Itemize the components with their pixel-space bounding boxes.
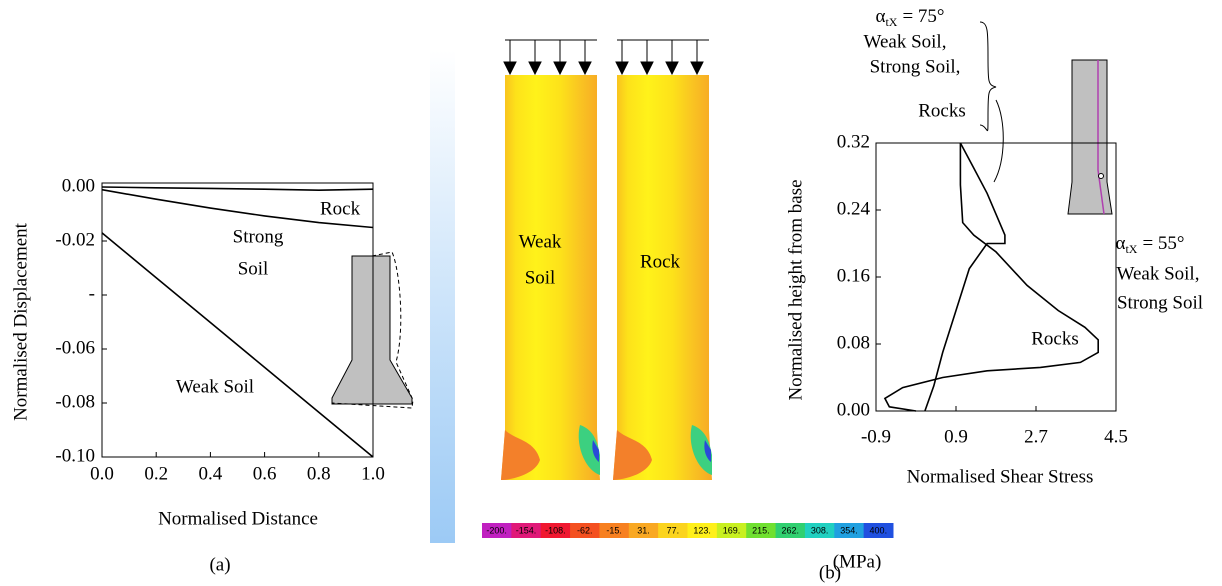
annotation-text: = 55° [1142, 233, 1184, 254]
colorbar-label: -108. [545, 525, 566, 535]
annotation: αtX = 55° [1115, 233, 1184, 255]
colorbar-label: -200. [486, 525, 507, 535]
x-axis-title: Normalised Distance [158, 508, 318, 529]
annotation: Rock [320, 198, 361, 219]
y-axis-title: Normalised height from base [785, 179, 806, 400]
colorbar-label: 262. [781, 525, 799, 535]
annotation: Strong [233, 226, 284, 247]
colorbar-label: -15. [606, 525, 622, 535]
contours [501, 40, 712, 480]
column-rock [613, 75, 712, 480]
colorbar-label: 308. [811, 525, 829, 535]
x-tick-label: -0.9 [861, 426, 891, 447]
y-tick-label: 0.32 [837, 131, 870, 152]
x-tick-label: 2.7 [1024, 426, 1048, 447]
colorbar-label: -154. [516, 525, 537, 535]
colorbar-unit: (MPa) [833, 551, 882, 572]
contour-label: Rock [640, 251, 681, 272]
y-tick-label: -0.06 [55, 337, 95, 358]
subscript: tX [1125, 242, 1137, 256]
colorbar-label: 215. [752, 525, 770, 535]
y-tick-label: - [89, 283, 95, 304]
contour-label: Weak [519, 231, 562, 252]
annotation: Rocks [918, 100, 966, 121]
x-tick-label: 1.0 [361, 463, 385, 484]
data-line [102, 187, 373, 190]
data-line [885, 143, 1098, 411]
x-tick-label: 0.0 [90, 463, 114, 484]
colorbar-label: 354. [840, 525, 858, 535]
figure: 0.00 -0.02 - -0.06 -0.08 -0.100.0 0.2 0.4 0.6 0.8… [0, 0, 1222, 586]
contour-label: Soil [525, 267, 556, 288]
caption: (a) [209, 554, 230, 575]
annotation: Soil [238, 258, 269, 279]
colorbar-label: 400. [870, 525, 888, 535]
x-tick-label: 0.9 [944, 426, 968, 447]
colorbar-label: 123. [693, 525, 711, 535]
colorbar-label: 169. [723, 525, 741, 535]
y-tick-label: 0.16 [837, 265, 870, 286]
x-tick-label: 0.8 [307, 463, 331, 484]
subscript: tX [885, 15, 897, 29]
annotation: Strong Soil, [870, 56, 961, 77]
x-axis-title: Normalised Shear Stress [907, 466, 1094, 487]
annotation: Weak Soil [176, 376, 254, 397]
colorbar-label: 31. [637, 525, 650, 535]
leader [994, 100, 1003, 182]
annotation: Weak Soil, [1117, 263, 1200, 284]
annotation: αtX = 75° [875, 6, 944, 28]
side-bar [430, 50, 455, 543]
y-tick-label: 0.00 [62, 175, 95, 196]
annotation: Strong Soil [1117, 292, 1203, 313]
y-axis-title: Normalised Displacement [10, 222, 31, 421]
y-tick-label: 0.24 [837, 198, 871, 219]
colorbar-label: -62. [577, 525, 593, 535]
arrows [504, 40, 709, 74]
inset-b [1068, 60, 1112, 214]
x-tick-label: 0.4 [199, 463, 223, 484]
brace [980, 22, 996, 131]
symbol: α [1115, 233, 1125, 254]
colorbar: -200. -154. -108. -62. -15. 31. 77. 123. 169. 215… [482, 523, 894, 538]
x-tick-label: 0.6 [253, 463, 277, 484]
colorbar-label: 77. [667, 525, 680, 535]
y-tick-label: -0.08 [55, 391, 95, 412]
x-tick-label: 0.2 [144, 463, 168, 484]
y-tick-label: 0.00 [837, 399, 870, 420]
annotation-text: = 75° [902, 6, 944, 27]
symbol: α [875, 6, 885, 27]
y-tick-label: 0.08 [837, 332, 870, 353]
annotation: Rocks [1031, 328, 1079, 349]
y-tick-label: -0.02 [55, 229, 95, 250]
y-tick-label: -0.10 [55, 445, 95, 466]
x-tick-label: 4.5 [1104, 426, 1128, 447]
annotation: Weak Soil, [864, 31, 947, 52]
